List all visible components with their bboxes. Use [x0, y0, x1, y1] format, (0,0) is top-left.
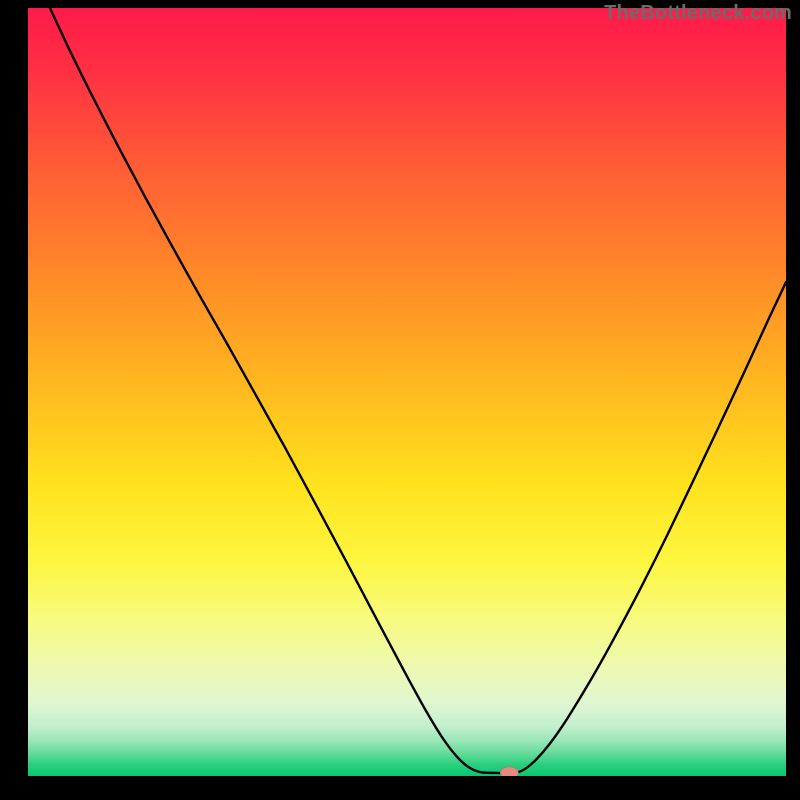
- watermark-text: TheBottleneck.com: [604, 2, 792, 25]
- chart-background-gradient: [28, 8, 786, 776]
- optimal-point-marker: [500, 767, 518, 779]
- bottleneck-chart: [0, 0, 800, 800]
